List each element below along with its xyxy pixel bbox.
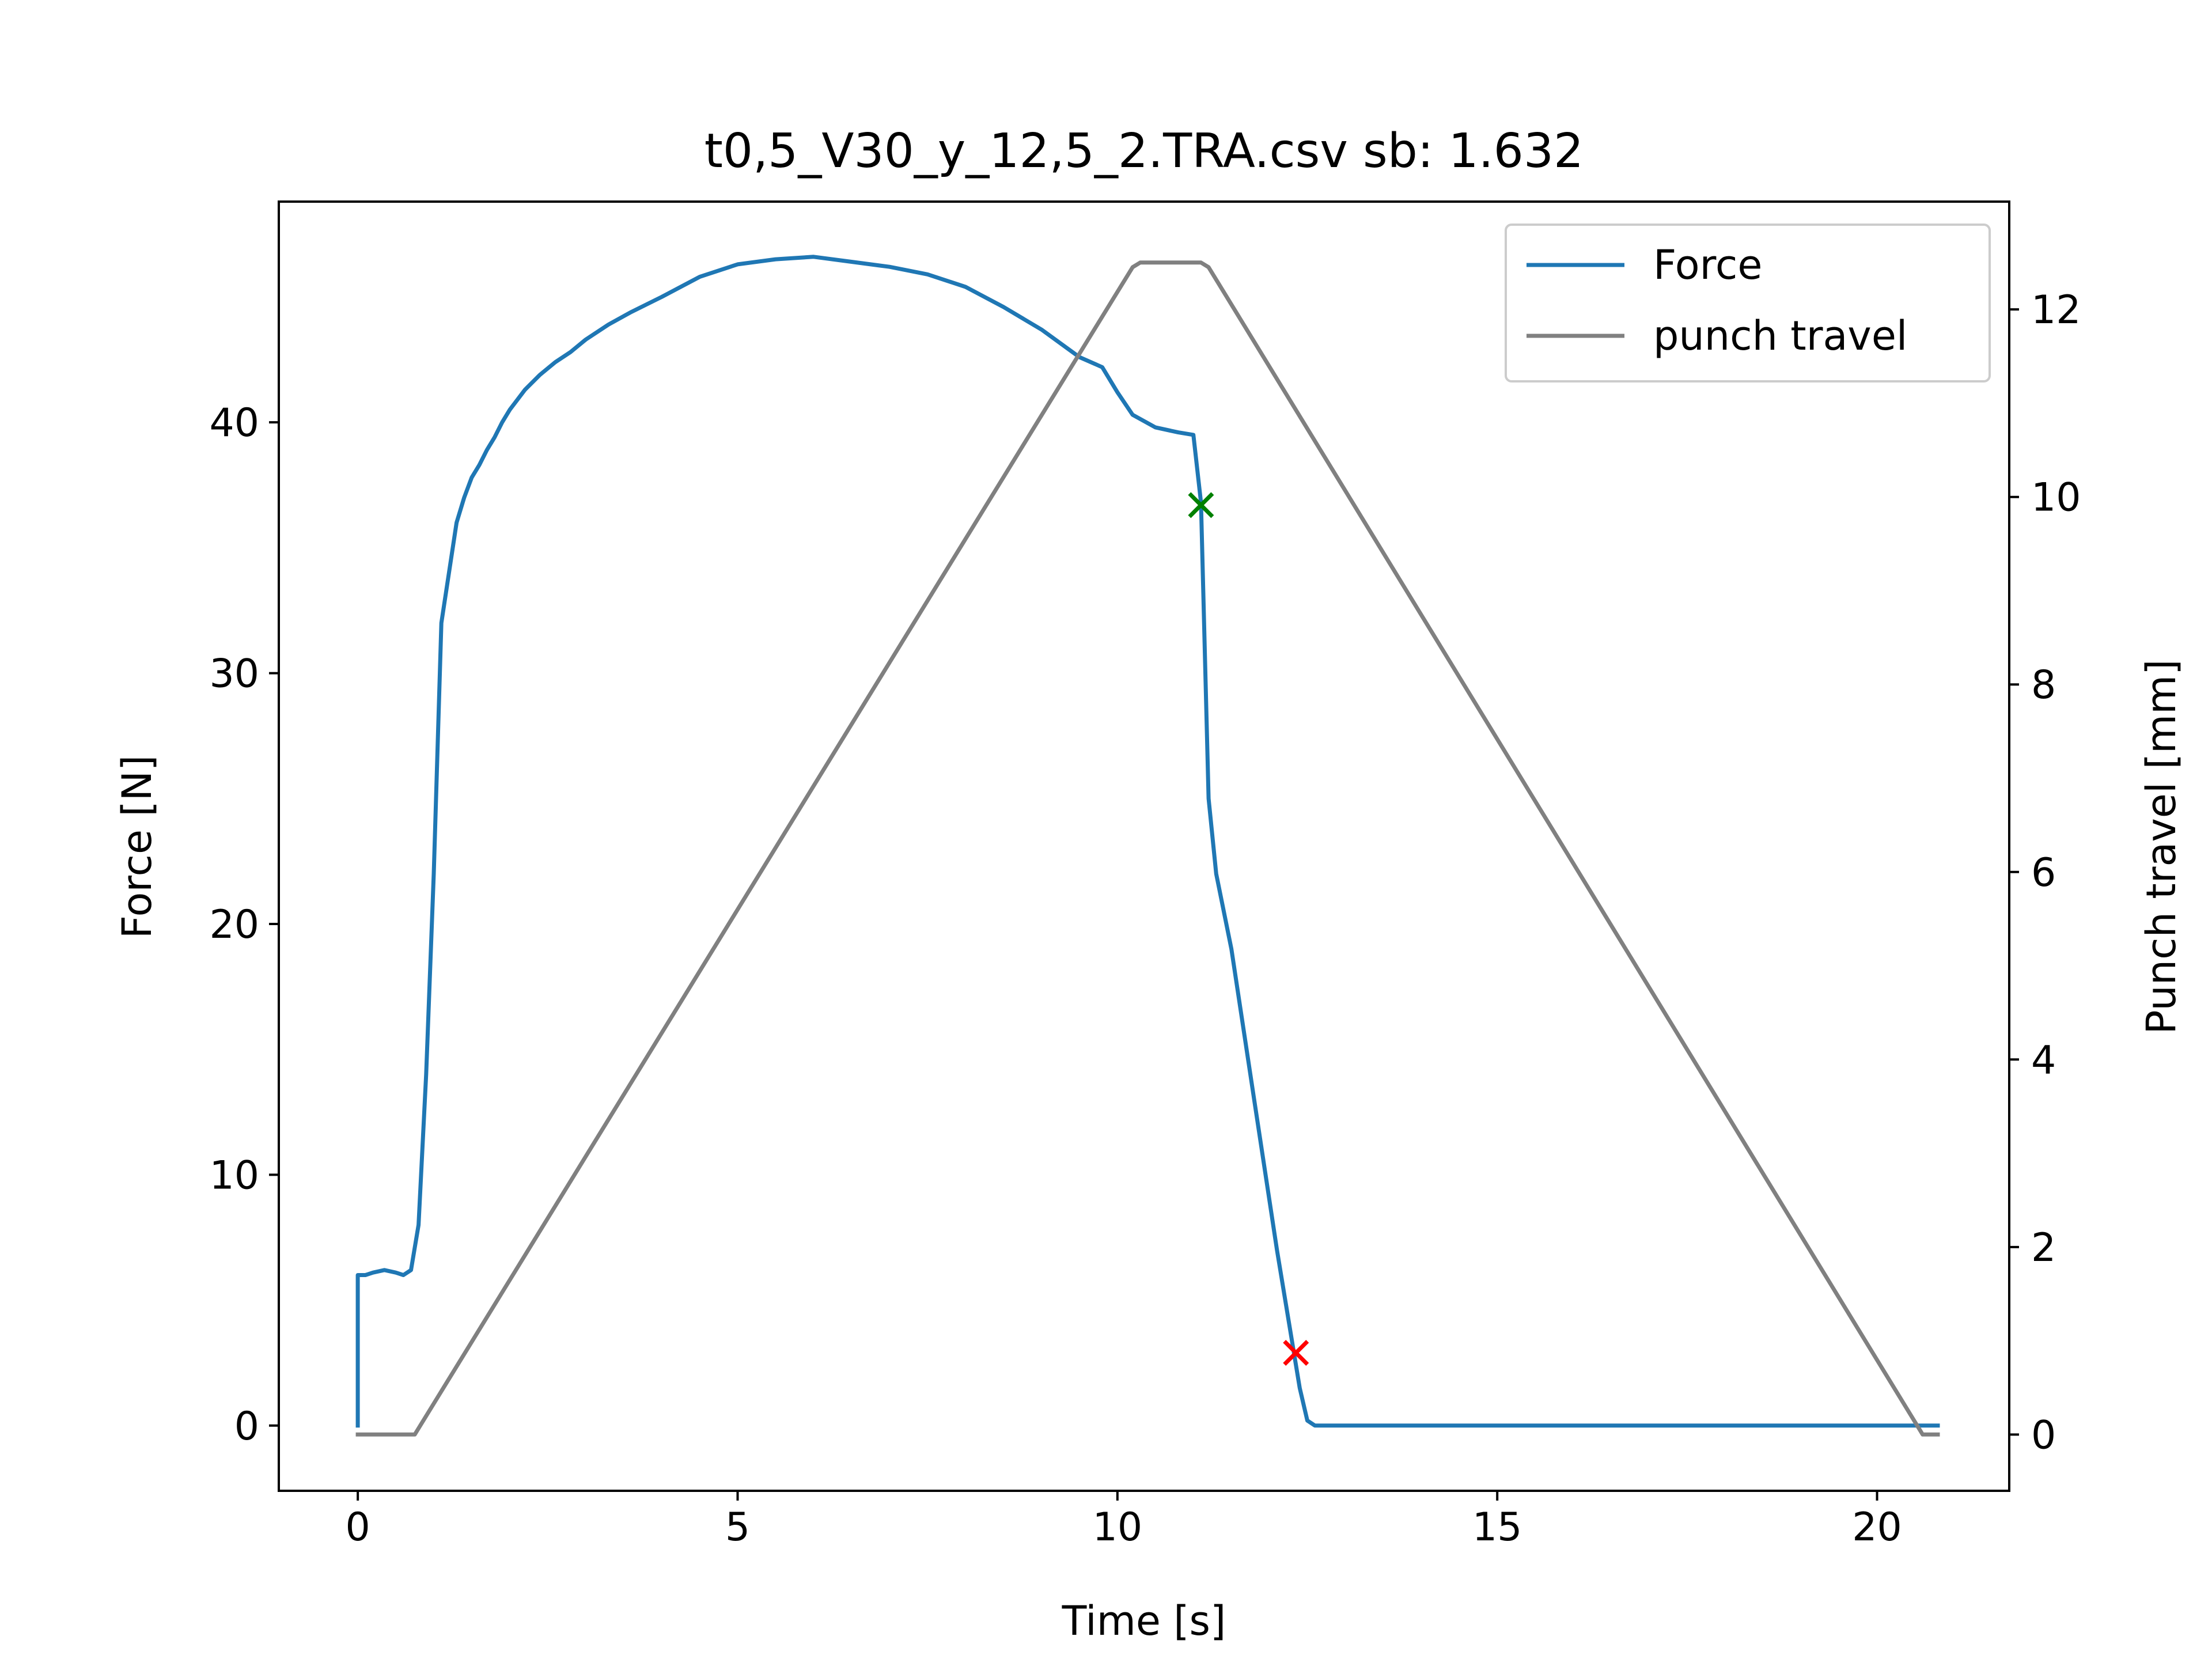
axes-frame [278,200,2010,1492]
marker-red-x [1283,1340,1309,1366]
y-tick-label: 10 [209,1153,259,1198]
y-tick-label: 30 [209,652,259,697]
plot-area: 0 5 10 15 20 0 10 20 30 40 0 2 4 6 8 10 12 [209,200,2081,1550]
y2-tick-label: 0 [2031,1412,2056,1458]
y-tick-label: 0 [234,1404,259,1449]
y2-axis-label: Punch travel [mm] [2138,659,2185,1034]
marker-green-x [1188,492,1214,518]
y-tick-label: 20 [209,902,259,948]
x-axis-label: Time [s] [1062,1597,1226,1645]
x-tick-label: 20 [1852,1505,1902,1550]
y2-tick-label: 8 [2031,662,2056,708]
y2-tick-label: 2 [2031,1225,2056,1271]
y-axis-label: Force [N] [113,755,161,939]
y2-tick-label: 10 [2031,475,2081,521]
x-tick-label: 10 [1093,1505,1143,1550]
legend-box [1505,224,1991,382]
y2-tick-label: 4 [2031,1037,2056,1083]
series-line-force [355,255,1940,1428]
y-tick-label: 40 [209,400,259,446]
marker-stroke [1188,492,1214,518]
legend: Force punch travel [1505,224,1991,382]
y2-tick-label: 12 [2031,287,2081,333]
x-tick-label: 0 [346,1505,370,1550]
legend-label: Force [1653,241,1762,289]
x-tick-label: 15 [1472,1505,1522,1550]
marker-stroke [1283,1340,1309,1366]
series-line-punch-travel [355,260,1940,1437]
y2-tick-label: 6 [2031,850,2056,896]
legend-label: punch travel [1653,312,1907,359]
x-tick-label: 5 [725,1505,750,1550]
chart-title: t0,5_V30_y_12,5_2.TRA.csv sb: 1.632 [704,124,1584,179]
